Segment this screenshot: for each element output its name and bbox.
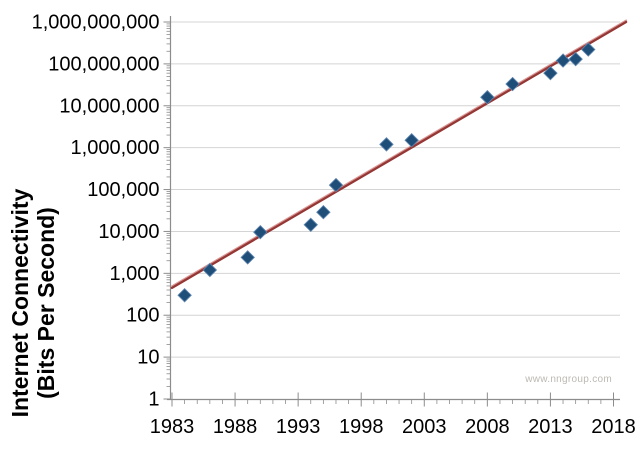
trend-line-highlight — [171, 19, 627, 288]
data-point — [202, 262, 218, 278]
y-axis-tick-label: 1 — [148, 389, 159, 411]
y-axis-tick-label: 1,000,000,000 — [32, 12, 160, 34]
data-point — [543, 65, 558, 81]
watermark: www.nngroup.com — [525, 374, 612, 385]
data-point — [379, 137, 394, 152]
y-axis-tick-label: 1,000,000 — [71, 137, 160, 159]
x-axis-tick-label: 2003 — [402, 416, 447, 438]
data-point — [328, 177, 344, 193]
data-point — [240, 250, 255, 265]
data-point — [505, 76, 520, 92]
y-axis-tick-label: 100,000,000 — [48, 53, 159, 75]
x-axis-tick-label: 2008 — [465, 416, 510, 438]
y-axis-tick-label: 100 — [126, 305, 159, 327]
x-axis-tick-label: 1998 — [339, 416, 384, 438]
data-point — [480, 89, 495, 105]
x-axis-tick-label: 2013 — [528, 416, 573, 438]
data-point — [404, 133, 419, 148]
data-point — [303, 217, 318, 233]
x-axis-tick-label: 1988 — [213, 416, 258, 438]
x-axis-tick-label: 1983 — [150, 416, 195, 438]
data-point — [581, 42, 596, 57]
data-point — [316, 204, 331, 220]
data-point — [253, 224, 268, 240]
y-axis-tick-label: 100,000 — [87, 179, 159, 201]
data-point — [555, 53, 571, 68]
x-axis-tick-label: 1993 — [276, 416, 321, 438]
data-point — [177, 287, 192, 303]
y-axis-tick-label: 10,000,000 — [59, 95, 159, 117]
y-axis-tick-label: 1,000 — [109, 263, 159, 285]
data-point — [568, 51, 583, 67]
x-axis-tick-label: 2018 — [591, 416, 636, 438]
y-axis-tick-label: 10 — [137, 347, 159, 369]
y-axis-tick-label: 10,000 — [98, 221, 159, 243]
